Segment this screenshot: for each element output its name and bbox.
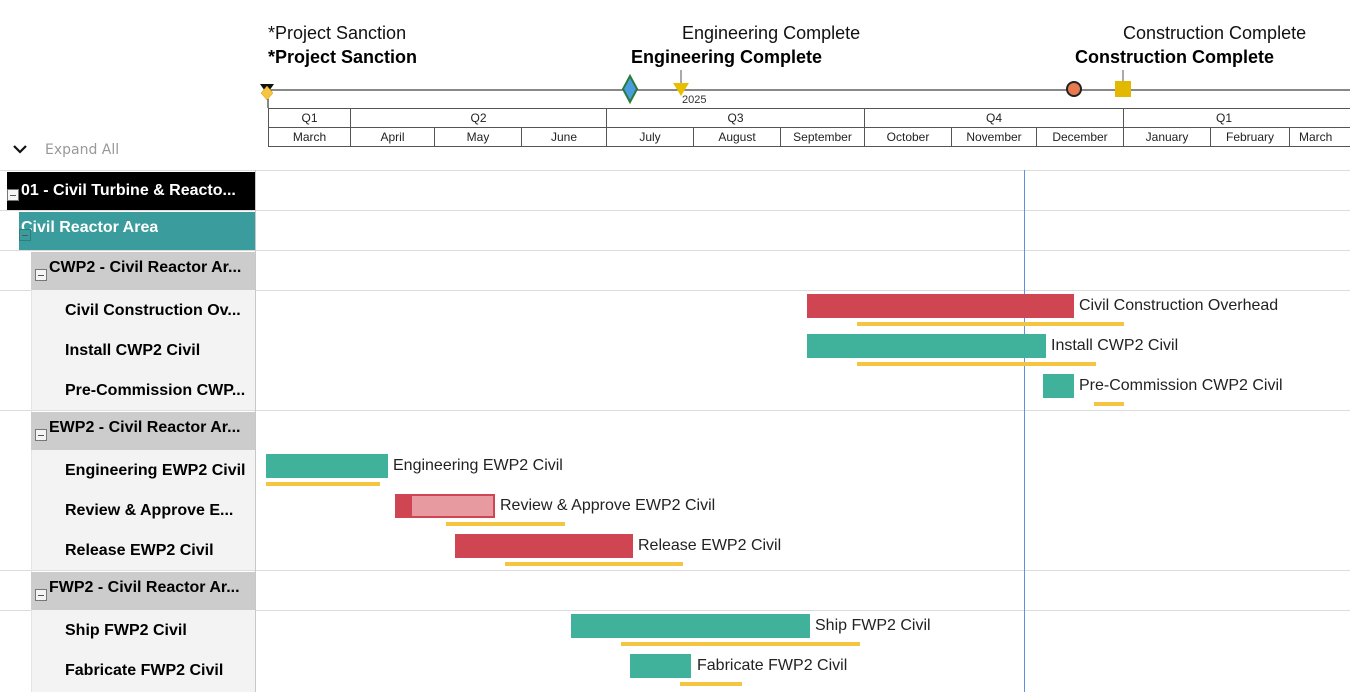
collapse-icon[interactable] [35,589,47,601]
month-october[interactable]: October [864,128,951,146]
construction-circle-icon[interactable] [1066,81,1082,97]
task-row-fabricate-fwp2[interactable]: Fabricate FWP2 Civil [65,652,255,690]
expand-all-button[interactable]: Expand All [45,142,120,158]
row-label: Civil Reactor Area [21,219,159,236]
sanction-baseline-diamond-icon[interactable] [260,85,274,101]
task-bar-label: Civil Construction Overhead [1079,297,1279,314]
milestone-header: *Project Sanction *Project Sanction Engi… [0,0,1350,108]
collapse-icon[interactable] [35,429,47,441]
group-row-fwp2[interactable]: FWP2 - Civil Reactor Ar... [31,572,255,610]
task-bar[interactable] [807,334,1046,358]
group-row-civil-reactor-area[interactable]: Civil Reactor Area [19,212,255,250]
group-row-civil-turbine[interactable]: 01 - Civil Turbine & Reacto... [7,172,255,210]
task-row-engineering-ewp2[interactable]: Engineering EWP2 Civil [65,452,255,490]
task-row-release-ewp2[interactable]: Release EWP2 Civil [65,532,255,570]
month-september[interactable]: September [780,128,864,146]
row-label: Ship FWP2 Civil [65,622,187,639]
task-bar-label: Ship FWP2 Civil [815,617,931,634]
month-december[interactable]: December [1036,128,1123,146]
construction-baseline-square-icon[interactable] [1115,81,1131,97]
engineering-diamond-icon[interactable] [621,73,639,105]
task-row-civil-construction-overhead[interactable]: Civil Construction Ov... [65,292,255,330]
task-row-review-approve-ewp2[interactable]: Review & Approve E... [65,492,255,530]
row-label: CWP2 - Civil Reactor Ar... [49,259,242,276]
baseline-bar [1094,402,1124,406]
task-row-ship-fwp2[interactable]: Ship FWP2 Civil [65,612,255,650]
month-january[interactable]: January [1123,128,1210,146]
task-bar-label: Review & Approve EWP2 Civil [500,497,716,514]
milestone-bold-label-construction-complete: Construction Complete [1075,47,1275,67]
baseline-bar [857,322,1124,326]
month-february[interactable]: February [1210,128,1289,146]
milestone-label-engineering-complete: Engineering Complete [682,23,861,43]
milestone-label-project-sanction: *Project Sanction [268,23,407,43]
task-bar[interactable] [266,454,388,478]
task-bar[interactable] [395,494,495,518]
month-march-next[interactable]: March [1289,128,1350,146]
group-row-ewp2[interactable]: EWP2 - Civil Reactor Ar... [31,412,255,450]
quarter-q4[interactable]: Q4 [864,109,1123,127]
year-label: 2025 [682,94,707,106]
collapse-icon[interactable] [7,189,19,201]
month-november[interactable]: November [951,128,1036,146]
quarter-q1-next[interactable]: Q1 [1123,109,1350,127]
group-row-cwp2[interactable]: CWP2 - Civil Reactor Ar... [31,252,255,290]
baseline-bar [266,482,380,486]
month-march[interactable]: March [268,128,350,146]
task-bar-label: Install CWP2 Civil [1051,337,1179,354]
milestone-bold-label-project-sanction: *Project Sanction [268,47,418,67]
row-label: Engineering EWP2 Civil [65,462,246,479]
baseline-bar [505,562,683,566]
row-label: Release EWP2 Civil [65,542,214,559]
task-bar-label: Fabricate FWP2 Civil [697,657,848,674]
row-label: 01 - Civil Turbine & Reacto... [21,182,236,199]
task-bar[interactable] [571,614,810,638]
collapse-icon[interactable] [19,229,31,241]
task-bar-label: Release EWP2 Civil [638,537,782,554]
quarter-q2[interactable]: Q2 [350,109,606,127]
task-bar[interactable] [630,654,691,678]
task-bar[interactable] [455,534,633,558]
month-may[interactable]: May [434,128,521,146]
baseline-bar [680,682,742,686]
month-june[interactable]: June [521,128,606,146]
baseline-bar [857,362,1096,366]
row-label: Civil Construction Ov... [65,302,241,319]
timescale: Q1 Q2 Q3 Q4 Q1 March April May June July… [0,108,1350,148]
quarter-q3[interactable]: Q3 [606,109,864,127]
task-bar[interactable] [1043,374,1074,398]
month-april[interactable]: April [350,128,434,146]
engineering-baseline-triangle-icon[interactable] [673,83,689,96]
month-august[interactable]: August [693,128,780,146]
row-label: Install CWP2 Civil [65,342,201,359]
task-bar[interactable] [807,294,1074,318]
milestone-track [260,70,1350,108]
baseline-bar [446,522,565,526]
row-label: Review & Approve E... [65,502,234,519]
row-label: FWP2 - Civil Reactor Ar... [49,579,240,596]
collapse-icon[interactable] [35,269,47,281]
row-label: EWP2 - Civil Reactor Ar... [49,419,241,436]
row-label: Fabricate FWP2 Civil [65,662,224,679]
chevron-down-icon[interactable] [12,141,28,157]
task-row-install-cwp2[interactable]: Install CWP2 Civil [65,332,255,370]
baseline-bar [621,642,860,646]
milestone-label-construction-complete: Construction Complete [1123,23,1307,43]
month-july[interactable]: July [606,128,693,146]
task-row-pre-commission-cwp2[interactable]: Pre-Commission CWP... [65,372,255,410]
quarter-q1[interactable]: Q1 [268,109,350,127]
today-line [1024,170,1025,692]
task-bar-label: Pre-Commission CWP2 Civil [1079,377,1283,394]
milestone-bold-label-engineering-complete: Engineering Complete [631,47,823,67]
row-label: Pre-Commission CWP... [65,382,246,399]
task-bar-label: Engineering EWP2 Civil [393,457,563,474]
